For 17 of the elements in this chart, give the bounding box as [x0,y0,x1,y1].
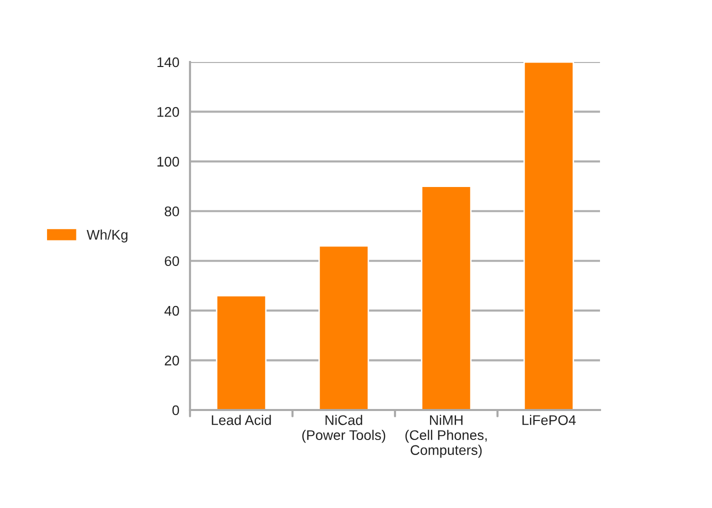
y-tick-label: 100 [157,156,180,167]
y-tick-label: 0 [172,405,180,416]
x-tick-label: NiCad (Power Tools) [302,414,386,443]
y-tick-label: 60 [164,256,180,266]
x-tick-label: Lead Acid [212,414,271,426]
y-tick-label: 120 [157,107,180,117]
y-tick-label: 140 [157,57,180,68]
bar [216,294,267,410]
y-tick-label: 40 [164,306,180,316]
x-tick-label: NiMH (Cell Phones, Computers) [405,414,487,458]
bar [318,245,370,410]
y-tick-label: 80 [164,206,180,216]
bar [523,62,574,410]
x-tick-label: LiFePO4 [522,414,576,426]
legend-label: Wh/Kg [86,230,128,242]
bar [420,186,472,410]
y-tick-label: 20 [164,356,180,366]
